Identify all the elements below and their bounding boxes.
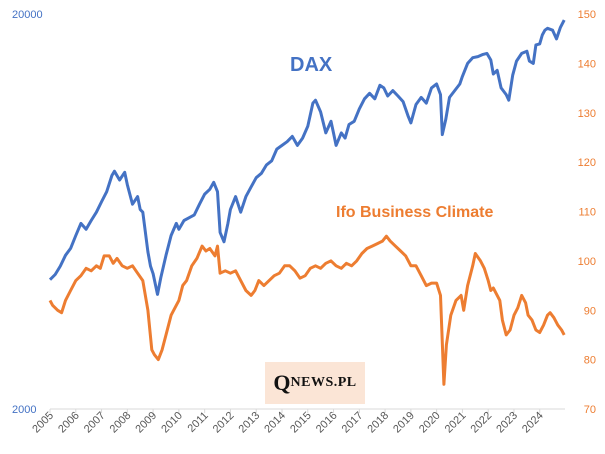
x-tick-label: 2020 xyxy=(417,410,443,436)
y-right-tick-label: 100 xyxy=(578,256,596,268)
x-tick-label: 2023 xyxy=(494,410,520,436)
y-axis-left-ticks: 20000 2000 xyxy=(12,9,43,416)
x-tick-label: 2019 xyxy=(391,410,417,436)
logo-q: Q xyxy=(273,370,291,395)
x-tick-label: 2010 xyxy=(159,410,185,436)
y-right-tick-label: 130 xyxy=(578,108,596,120)
y-axis-right-ticks: 150 140 130 120 110 100 90 80 70 xyxy=(578,9,596,416)
x-tick-label: 2021 xyxy=(443,410,469,436)
y-left-tick-label: 20000 xyxy=(12,9,43,21)
x-tick-label: 2022 xyxy=(469,410,495,436)
y-right-tick-label: 110 xyxy=(578,207,596,219)
y-right-tick-label: 90 xyxy=(584,305,596,317)
ifo-series-label: Ifo Business Climate xyxy=(336,204,493,221)
x-tick-label: 2018 xyxy=(365,410,391,436)
x-axis-ticks: 2005 2006 2007 2008 2009 2010 2011 2012 2013 2014… xyxy=(30,409,546,435)
x-tick-label: 2013 xyxy=(237,410,263,436)
x-tick-label: 2009 xyxy=(133,410,159,436)
x-tick-label: 2024 xyxy=(520,410,546,436)
y-left-tick-label: 2000 xyxy=(12,404,36,416)
ifo-series-line xyxy=(48,234,566,386)
x-tick-label: 2016 xyxy=(314,410,340,436)
dax-series-label: DAX xyxy=(290,54,333,76)
x-tick-label: 2012 xyxy=(211,410,237,436)
y-right-tick-label: 150 xyxy=(578,9,596,21)
y-right-tick-label: 140 xyxy=(578,58,596,70)
x-tick-label: 2017 xyxy=(340,410,366,436)
x-tick-label: 2007 xyxy=(82,410,108,436)
dax-series-line xyxy=(48,19,566,296)
x-tick-label: 2006 xyxy=(56,410,82,436)
x-tick-label: 2008 xyxy=(108,410,134,436)
y-right-tick-label: 70 xyxy=(584,404,596,416)
x-tick-label: 2015 xyxy=(288,410,314,436)
y-right-tick-label: 120 xyxy=(578,157,596,169)
y-right-tick-label: 80 xyxy=(584,355,596,367)
qnews-logo: Q NEWS.PL xyxy=(265,362,365,404)
logo-text: NEWS.PL xyxy=(290,375,357,390)
x-tick-label: 2014 xyxy=(262,410,288,436)
x-tick-label: 2011 xyxy=(186,410,211,435)
